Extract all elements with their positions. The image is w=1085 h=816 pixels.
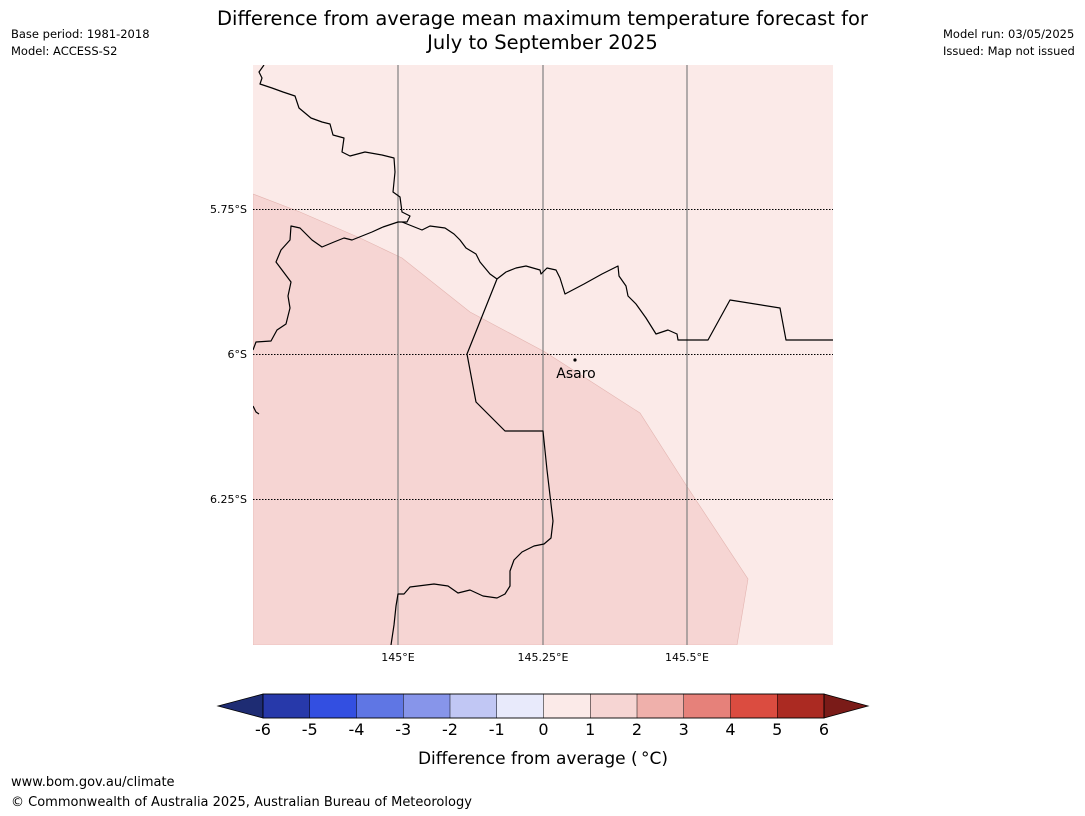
colorbar-tick-label: -3 <box>395 720 411 739</box>
colorbar-label: Difference from average ( °C) <box>418 749 668 769</box>
meta-right: Model run: 03/05/2025 Issued: Map not is… <box>943 26 1075 60</box>
lat-label-6: 6°S <box>228 348 247 361</box>
lon-label-145-5: 145.5°E <box>665 651 709 664</box>
colorbar-cell <box>777 693 825 719</box>
colorbar-cells <box>262 693 825 719</box>
place-label: Asaro <box>556 366 595 382</box>
colorbar-high-extension <box>823 693 870 719</box>
longitude-gridlines <box>397 65 688 645</box>
colorbar: -6 -5 -4 -3 -2 -1 0 1 2 3 4 5 6 Difference from aver… <box>216 693 870 769</box>
colorbar-cell <box>309 693 358 719</box>
colorbar-ticks: -6 -5 -4 -3 -2 -1 0 1 2 3 4 5 6 <box>255 720 829 739</box>
lon-label-145-25: 145.25°E <box>518 651 569 664</box>
place-marker <box>573 358 577 362</box>
footer-copyright: © Commonwealth of Australia 2025, Austra… <box>11 795 472 810</box>
colorbar-tick-label: 5 <box>772 720 782 739</box>
footer-url[interactable]: www.bom.gov.au/climate <box>11 775 175 790</box>
colorbar-tick-label: 0 <box>538 720 548 739</box>
colorbar-tick-label: -2 <box>442 720 458 739</box>
boundary-northern <box>253 65 411 351</box>
model-text: Model: ACCESS-S2 <box>11 44 118 58</box>
map-panel <box>253 65 833 645</box>
title-line-2: July to September 2025 <box>427 31 658 54</box>
boundary-western-fragment <box>253 405 260 415</box>
issued-text: Issued: Map not issued <box>943 44 1075 58</box>
colorbar-cell <box>449 693 498 719</box>
colorbar-cell <box>636 693 685 719</box>
colorbar-tick-label: 4 <box>725 720 735 739</box>
latitude-gridlines <box>253 209 833 500</box>
colorbar-cell <box>683 693 732 719</box>
colorbar-cell <box>590 693 638 719</box>
base-period-text: Base period: 1981-2018 <box>11 27 150 41</box>
boundary-central <box>401 221 833 341</box>
model-run-text: Model run: 03/05/2025 <box>943 27 1075 41</box>
colorbar-tick-label: -6 <box>255 720 271 739</box>
lat-label-6-25: 6.25°S <box>210 493 247 506</box>
colorbar-cell <box>730 693 778 719</box>
colorbar-tick-label: -4 <box>349 720 365 739</box>
colorbar-outline <box>262 693 825 719</box>
colorbar-tick-label: 1 <box>585 720 595 739</box>
province-boundaries <box>253 65 833 645</box>
colorbar-cell <box>403 693 451 719</box>
meta-left: Base period: 1981-2018 Model: ACCESS-S2 <box>11 26 150 60</box>
colorbar-tick-label: 6 <box>819 720 829 739</box>
forecast-zone-1-to-2 <box>253 193 749 645</box>
colorbar-tick-label: 3 <box>679 720 689 739</box>
map-title: Difference from average mean maximum tem… <box>0 7 1085 55</box>
title-line-1: Difference from average mean maximum tem… <box>217 7 868 30</box>
colorbar-tick-label: 2 <box>632 720 642 739</box>
colorbar-cell <box>543 693 591 719</box>
lat-label-5-75: 5.75°S <box>210 203 247 216</box>
colorbar-tick-label: -5 <box>302 720 318 739</box>
colorbar-cell <box>356 693 404 719</box>
colorbar-low-extension <box>216 693 264 719</box>
colorbar-tick-label: -1 <box>489 720 505 739</box>
colorbar-cell <box>262 693 311 719</box>
colorbar-cell <box>496 693 545 719</box>
boundary-southern <box>390 278 554 645</box>
lon-label-145: 145°E <box>381 651 414 664</box>
place-asaro: Asaro <box>556 358 596 382</box>
